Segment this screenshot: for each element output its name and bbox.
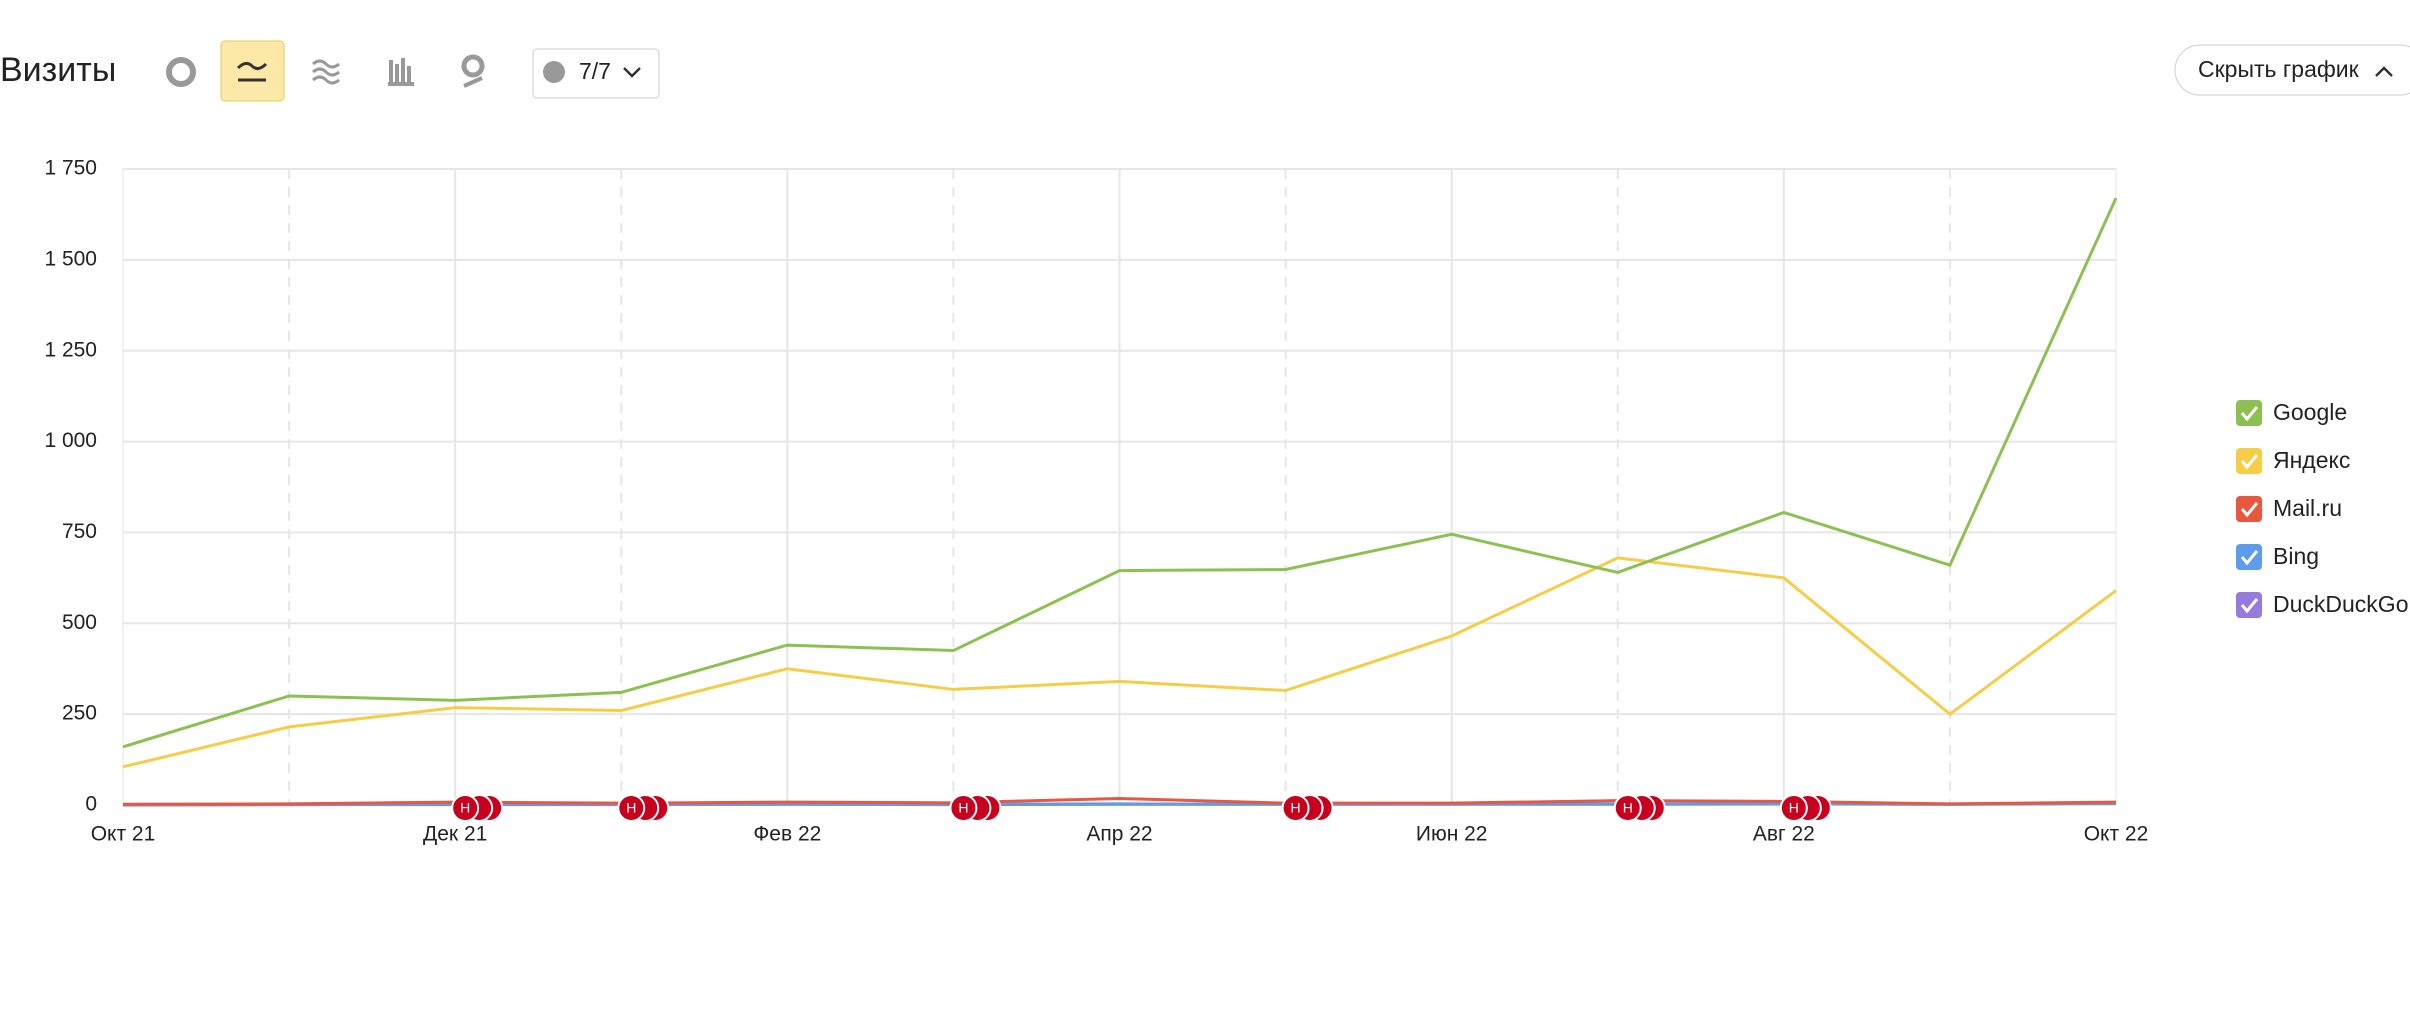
x-tick-label: Окт 22	[2084, 823, 2149, 846]
x-tick-label: Фев 22	[753, 823, 821, 846]
marker-bubble	[949, 794, 978, 822]
marker-bubble	[451, 794, 480, 822]
page-title: Визиты	[0, 51, 116, 89]
legend-check	[2240, 502, 2259, 518]
series-line	[122, 197, 2118, 749]
legend-label: Bing	[2273, 543, 2319, 569]
chart-type-map[interactable]	[461, 54, 485, 88]
chart-type-line[interactable]	[220, 40, 285, 102]
marker-label: Н	[1623, 800, 1633, 816]
legend-check	[2240, 454, 2259, 470]
hide-chart-label: Скрыть график	[2198, 56, 2360, 82]
x-tick-label: Авг 22	[1753, 823, 1815, 846]
y-tick-label: 1 000	[44, 429, 97, 452]
legend-item[interactable]: Mail.ru	[2236, 495, 2342, 522]
x-tick-label: Дек 21	[423, 823, 487, 846]
legend-checkbox	[2236, 544, 2262, 570]
legend-item[interactable]: DuckDuckGo	[2236, 591, 2408, 618]
event-marker[interactable]: Н	[1281, 794, 1334, 822]
y-tick-label: 1 500	[44, 247, 97, 270]
event-marker[interactable]: Н	[617, 794, 670, 822]
event-marker[interactable]: Н	[451, 794, 504, 822]
legend-checkbox	[2236, 448, 2262, 474]
marker-bubble	[617, 794, 646, 822]
marker-label: Н	[958, 800, 968, 816]
legend-label: Google	[2273, 399, 2347, 425]
legend-check	[2240, 598, 2259, 614]
y-tick-label: 500	[62, 611, 97, 634]
legend-check	[2240, 406, 2259, 422]
legend-item[interactable]: Bing	[2236, 543, 2319, 570]
marker-bubble	[1779, 794, 1808, 822]
comments-count: 7/7	[579, 58, 611, 84]
y-tick-label: 0	[85, 793, 97, 816]
event-marker[interactable]: Н	[949, 794, 1002, 822]
x-tick-label: Окт 21	[91, 823, 156, 846]
legend-checkbox	[2236, 400, 2262, 426]
y-tick-label: 750	[62, 520, 97, 543]
chart-type-area[interactable]	[312, 59, 340, 85]
chart-type-bar[interactable]	[388, 58, 414, 86]
y-tick-label: 250	[62, 702, 97, 725]
legend-checkbox	[2236, 592, 2262, 618]
legend-item[interactable]: Яндекс	[2236, 447, 2350, 474]
x-tick-label: Апр 22	[1086, 823, 1152, 846]
x-tick-label: Июн 22	[1416, 823, 1488, 846]
y-tick-label: 1 750	[44, 157, 97, 180]
legend-checkbox	[2236, 496, 2262, 522]
event-marker[interactable]: Н	[1779, 794, 1832, 822]
hide-chart-button[interactable]: Скрыть график	[2174, 44, 2410, 96]
series-line	[122, 556, 2117, 769]
marker-label: Н	[626, 800, 636, 816]
legend-label: Яндекс	[2273, 447, 2350, 473]
legend-label: DuckDuckGo	[2273, 591, 2408, 617]
legend-check	[2240, 550, 2259, 566]
marker-bubble	[1613, 794, 1642, 822]
marker-label: Н	[1789, 800, 1799, 816]
legend-item[interactable]: Google	[2236, 399, 2347, 426]
event-marker[interactable]: Н	[1613, 794, 1666, 822]
chart-type-pie[interactable]	[166, 57, 196, 87]
y-tick-label: 1 250	[44, 338, 97, 361]
comments-dropdown[interactable]: 7/7	[532, 48, 660, 99]
legend-label: Mail.ru	[2273, 495, 2342, 521]
marker-label: Н	[1291, 800, 1301, 816]
marker-label: Н	[460, 800, 470, 816]
marker-bubble	[1281, 794, 1310, 822]
